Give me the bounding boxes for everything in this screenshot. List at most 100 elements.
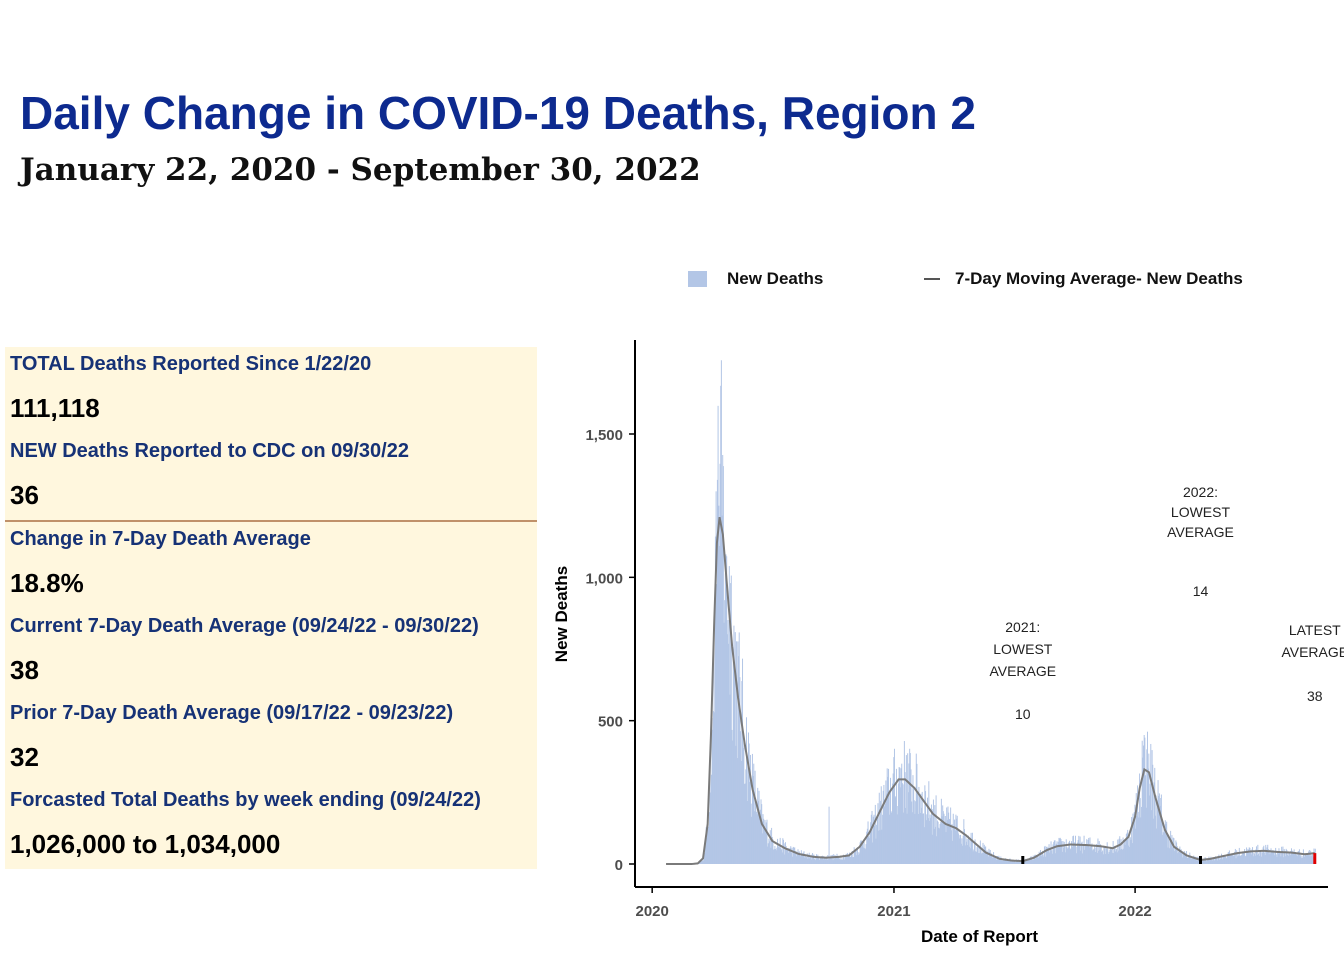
- daily-death-bar: [1273, 855, 1275, 864]
- daily-death-bar: [1163, 825, 1165, 864]
- daily-death-bar: [1051, 850, 1053, 864]
- daily-death-bar: [1305, 853, 1307, 864]
- daily-death-bar: [1067, 848, 1069, 864]
- daily-death-bar: [819, 860, 821, 864]
- daily-death-bar: [1287, 854, 1289, 864]
- daily-death-bar: [1086, 845, 1088, 864]
- daily-death-bar: [763, 818, 765, 864]
- daily-death-bar: [959, 835, 961, 864]
- daily-death-bar: [1260, 852, 1262, 864]
- daily-death-bar: [847, 852, 849, 864]
- daily-death-bar: [1276, 856, 1278, 864]
- daily-death-bar: [1148, 753, 1150, 864]
- daily-death-bar: [891, 783, 893, 864]
- daily-death-bar: [1214, 859, 1216, 864]
- daily-death-bar: [832, 860, 834, 864]
- daily-death-bar: [886, 793, 888, 864]
- daily-death-bar: [1196, 861, 1198, 864]
- daily-death-bar: [912, 775, 914, 864]
- daily-death-bar: [823, 857, 825, 864]
- daily-death-bar: [790, 852, 792, 864]
- daily-death-bar: [910, 769, 912, 864]
- daily-death-bar: [1065, 839, 1067, 864]
- daily-death-bar: [847, 856, 849, 864]
- daily-death-bar: [1096, 852, 1098, 864]
- daily-death-bar: [967, 845, 969, 864]
- daily-death-bar: [916, 763, 918, 864]
- daily-death-bar: [723, 622, 725, 864]
- daily-death-bar: [1100, 844, 1102, 864]
- daily-death-bar: [1016, 860, 1018, 864]
- daily-death-bar: [1308, 851, 1310, 864]
- daily-death-bar: [1014, 862, 1016, 864]
- daily-death-bar: [1002, 859, 1004, 864]
- daily-death-bar: [1150, 743, 1152, 864]
- daily-death-bar: [1061, 841, 1063, 864]
- daily-death-bar: [1202, 860, 1204, 864]
- daily-death-bar: [829, 858, 831, 864]
- daily-death-bar: [841, 859, 843, 864]
- daily-death-bar: [722, 466, 724, 864]
- daily-death-bar: [917, 791, 919, 864]
- daily-death-bar: [962, 845, 964, 864]
- daily-death-bar: [779, 847, 781, 864]
- daily-death-bar: [986, 850, 988, 864]
- daily-death-bar: [936, 820, 938, 864]
- daily-death-bar: [982, 842, 984, 864]
- daily-death-bar: [1040, 856, 1042, 864]
- daily-death-bar: [908, 763, 910, 864]
- daily-death-bar: [1226, 858, 1228, 864]
- daily-death-bar: [848, 856, 850, 864]
- daily-death-bar: [1074, 842, 1076, 864]
- daily-death-bar: [1044, 845, 1046, 864]
- daily-death-bar: [1177, 853, 1179, 864]
- daily-death-bar: [969, 848, 971, 864]
- daily-death-bar: [718, 505, 720, 864]
- daily-death-bar: [1000, 860, 1002, 864]
- daily-death-bar: [975, 851, 977, 864]
- daily-death-bar: [1306, 855, 1308, 864]
- daily-death-bar: [1182, 851, 1184, 864]
- daily-death-bar: [821, 856, 823, 864]
- prior-average-label: Prior 7-Day Death Average (09/17/22 - 09…: [10, 702, 454, 724]
- daily-death-bar: [988, 848, 990, 864]
- daily-death-bar: [1006, 859, 1008, 864]
- daily-death-bar: [962, 835, 964, 864]
- daily-death-bar: [1088, 837, 1090, 864]
- daily-death-bar: [1209, 860, 1211, 864]
- daily-death-bar: [875, 838, 877, 864]
- daily-death-bar: [1277, 852, 1279, 864]
- daily-death-bar: [783, 854, 785, 864]
- daily-death-bar: [1006, 860, 1008, 864]
- daily-death-bar: [742, 748, 744, 864]
- annotation-label: LOWEST: [1171, 504, 1231, 520]
- daily-death-bar: [1275, 854, 1277, 864]
- daily-death-bar: [856, 847, 858, 864]
- daily-death-bar: [1172, 847, 1174, 864]
- daily-death-bar: [774, 845, 776, 864]
- daily-death-bar: [884, 806, 886, 864]
- daily-death-bar: [1213, 858, 1215, 864]
- daily-death-bar: [1191, 856, 1193, 864]
- daily-death-bar: [720, 360, 722, 864]
- daily-death-bar: [758, 790, 760, 864]
- daily-death-bar: [999, 858, 1001, 864]
- daily-death-bar: [1136, 816, 1138, 864]
- daily-death-bar: [1298, 850, 1300, 864]
- daily-death-bar: [804, 854, 806, 864]
- legend-label: New Deaths: [727, 269, 824, 288]
- daily-death-bar: [810, 854, 812, 864]
- daily-death-bar: [1073, 843, 1075, 864]
- daily-death-bar: [871, 810, 873, 864]
- daily-death-bar: [1183, 852, 1185, 864]
- daily-death-bar: [1154, 767, 1156, 864]
- daily-death-bar: [1300, 853, 1302, 864]
- daily-death-bar: [1004, 858, 1006, 864]
- daily-death-bar: [878, 792, 880, 864]
- annotation-label: LOWEST: [993, 641, 1053, 657]
- daily-death-bar: [1029, 857, 1031, 864]
- daily-death-bar: [1114, 845, 1116, 864]
- daily-death-bar: [1135, 828, 1137, 864]
- daily-death-bar: [1143, 745, 1145, 864]
- daily-death-bar: [887, 776, 889, 864]
